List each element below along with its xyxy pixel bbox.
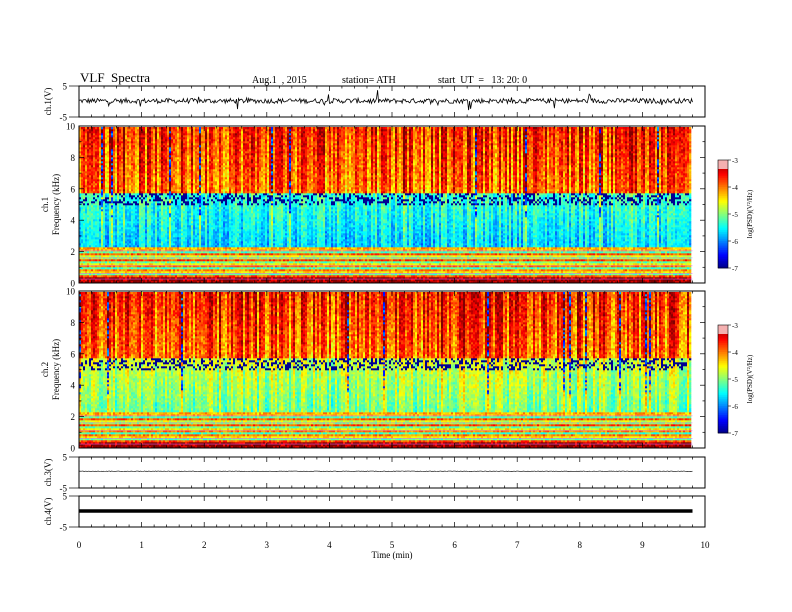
y-tick-label: -5 [60, 113, 68, 123]
ch2-spectrogram-ylabel: Frequency (kHz) [51, 339, 61, 400]
y-tick-label: 5 [63, 453, 68, 463]
y-tick-label: 2 [71, 247, 76, 257]
y-tick-label: 10 [66, 287, 76, 297]
y-tick-label: 6 [71, 184, 76, 194]
y-tick-label: 5 [63, 82, 68, 92]
y-tick-label: -5 [60, 523, 68, 533]
x-tick-label: 0 [77, 540, 82, 550]
date-label: Aug.1 , 2015 [252, 75, 307, 86]
colorbar-tick-label: -6 [732, 403, 738, 411]
y-tick-label: 10 [66, 122, 76, 132]
colorbar-tick-label: -4 [732, 349, 738, 357]
y-tick-label: 2 [71, 412, 76, 422]
y-tick-label: -5 [60, 484, 68, 494]
colorbar-tick-label: -5 [732, 376, 738, 384]
ch2-spectrogram-heatmap [79, 292, 692, 449]
station-label: station= ATH [342, 75, 396, 86]
x-tick-label: 7 [515, 540, 520, 550]
ch1-spectrogram-colorbar-label: log(PSD)(V²/Hz) [746, 189, 754, 238]
x-tick-label: 5 [390, 540, 395, 550]
x-tick-label: 4 [327, 540, 332, 550]
colorbar-tick-label: -4 [732, 184, 738, 192]
x-tick-label: 1 [139, 540, 144, 550]
y-tick-label: 4 [71, 381, 76, 391]
x-tick-label: 6 [452, 540, 457, 550]
colorbar-tick-label: -3 [732, 322, 738, 330]
y-tick-label: 4 [71, 216, 76, 226]
y-tick-label: 0 [71, 444, 76, 454]
y-tick-label: 6 [71, 349, 76, 359]
colorbar-tick-label: -5 [732, 211, 738, 219]
x-tick-label: 3 [265, 540, 270, 550]
ch2-spectrogram-colorbar [718, 325, 728, 434]
x-tick-label: 2 [202, 540, 207, 550]
ch3-waveform-trace [78, 470, 693, 472]
ch2-spectrogram-colorbar-label: log(PSD)(V²/Hz) [746, 354, 754, 403]
start-ut-label: start UT = 13: 20: 0 [438, 75, 527, 86]
x-tick-label: 10 [701, 540, 711, 550]
colorbar-tick-label: -7 [732, 265, 738, 273]
y-tick-label: 5 [63, 492, 68, 502]
ch1-spectrogram-ylabel: Frequency (kHz) [51, 174, 61, 235]
y-tick-label: 8 [71, 318, 76, 328]
ch1-waveform-ylabel: ch.1(V) [43, 88, 53, 116]
colorbar-tick-label: -7 [732, 430, 738, 438]
colorbar-tick-label: -3 [732, 157, 738, 165]
y-tick-label: 0 [71, 279, 76, 289]
ch1-spectrogram-channel-label: ch.1 [40, 197, 50, 212]
ch2-spectrogram-channel-label: ch.2 [40, 362, 50, 377]
x-tick-label: 8 [578, 540, 583, 550]
colorbar-tick-label: -6 [732, 238, 738, 246]
ch1-waveform-trace [78, 90, 693, 111]
figure-title: VLF Spectra [80, 70, 150, 86]
x-tick-label: 9 [640, 540, 645, 550]
ch1-spectrogram-heatmap [79, 127, 692, 284]
ch3-waveform-ylabel: ch.3(V) [43, 459, 53, 487]
y-tick-label: 8 [71, 153, 76, 163]
ch4-waveform-ylabel: ch.4(V) [43, 498, 53, 526]
ch1-spectrogram-colorbar [718, 160, 728, 269]
x-axis-label: Time (min) [372, 550, 413, 560]
